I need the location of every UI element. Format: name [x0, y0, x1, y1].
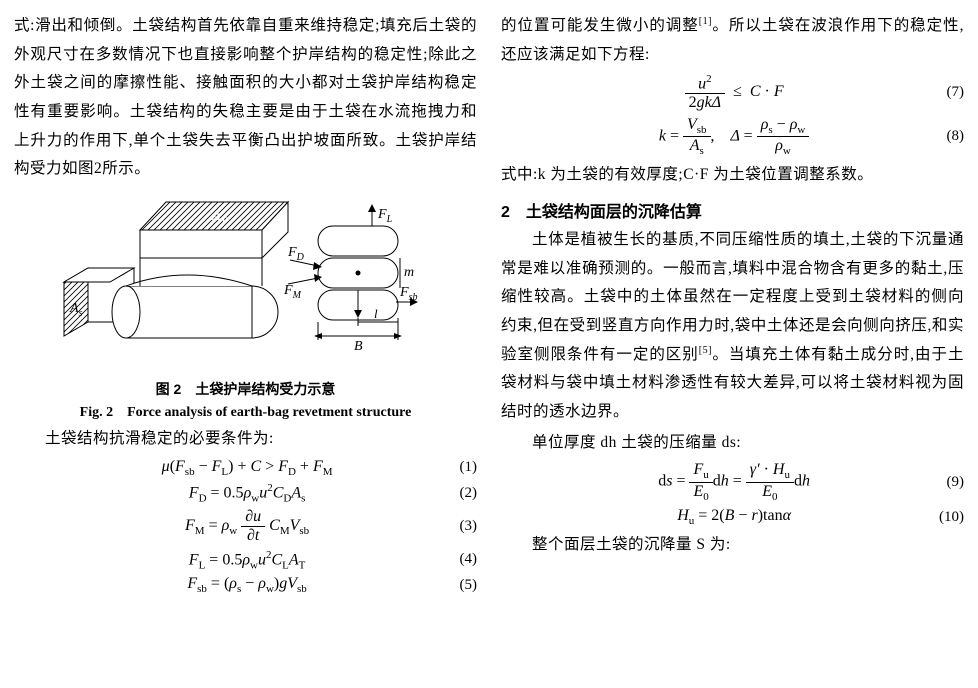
svg-text:Fsb: Fsb: [399, 285, 417, 303]
two-column-layout: 式:滑出和倾倒。土袋结构首先依靠自重来维持稳定;填充后土袋的外观尺寸在多数情况下…: [14, 12, 964, 599]
eq-4: FL = 0.5ρwu2CLAT (4): [14, 549, 477, 572]
svg-text:FM: FM: [283, 283, 302, 301]
right-eq-lead-2: 单位厚度 dh 土袋的压缩量 ds:: [501, 429, 964, 458]
svg-text:FL: FL: [377, 207, 393, 225]
eq-1: μ(Fsb − FL) + C > FD + FM (1): [14, 458, 477, 478]
eq-7: u2 2gkΔ ≤ C · F (7): [501, 73, 964, 112]
equations-9-10: ds = Fu E0 dh = γ′ · Hu E0 dh (9) Hu = 2…: [501, 461, 964, 527]
eq-5: Fsb = (ρs − ρw)gVsb (5): [14, 575, 477, 595]
fig2-caption-en: Fig. 2 Force analysis of earth-bag revet…: [14, 401, 477, 421]
eq-2: FD = 0.5ρwu2CDAs (2): [14, 482, 477, 505]
stack-bags: FL FD FM: [283, 204, 418, 354]
equations-7-8: u2 2gkΔ ≤ C · F (7) k = Vsb As , Δ =: [501, 73, 964, 157]
section-2-heading: 2 土袋结构面层的沉降估算: [501, 198, 964, 222]
right-eq-lead-3: 整个面层土袋的沉降量 S 为:: [501, 531, 964, 560]
svg-text:m: m: [404, 265, 414, 280]
figure-2: As AT: [14, 190, 477, 421]
fig2-caption-cn: 图 2 土袋护岸结构受力示意: [14, 379, 477, 399]
right-para-1: 的位置可能发生微小的调整[1]。所以土袋在波浪作用下的稳定性,还应该满足如下方程…: [501, 12, 964, 69]
eq-8: k = Vsb As , Δ = ρs − ρw ρw (8): [501, 116, 964, 158]
main-bag: AT: [112, 202, 288, 338]
eq-10: Hu = 2(B − r)tanα (10): [501, 507, 964, 527]
equations-1-5: μ(Fsb − FL) + C > FD + FM (1) FD = 0.5ρw…: [14, 458, 477, 596]
right-column: 的位置可能发生微小的调整[1]。所以土袋在波浪作用下的稳定性,还应该满足如下方程…: [501, 12, 964, 599]
right-para-2: 土体是植被生长的基质,不同压缩性质的填土,土袋的下沉量通常是难以准确预测的。一般…: [501, 226, 964, 427]
svg-text:B: B: [354, 339, 363, 354]
left-eq-lead: 土袋结构抗滑稳定的必要条件为:: [14, 425, 477, 454]
eq-9: ds = Fu E0 dh = γ′ · Hu E0 dh (9): [501, 461, 964, 503]
left-column: 式:滑出和倾倒。土袋结构首先依靠自重来维持稳定;填充后土袋的外观尺寸在多数情况下…: [14, 12, 477, 599]
svg-text:l: l: [374, 306, 378, 321]
eq-3: FM = ρw ∂u∂t CMVsb (3): [14, 508, 477, 544]
figure-2-svg: As AT: [56, 190, 436, 370]
svg-text:FD: FD: [287, 245, 305, 263]
right-expl: 式中:k 为土袋的有效厚度;C·F 为土袋位置调整系数。: [501, 161, 964, 190]
left-para-1: 式:滑出和倾倒。土袋结构首先依靠自重来维持稳定;填充后土袋的外观尺寸在多数情况下…: [14, 12, 477, 184]
